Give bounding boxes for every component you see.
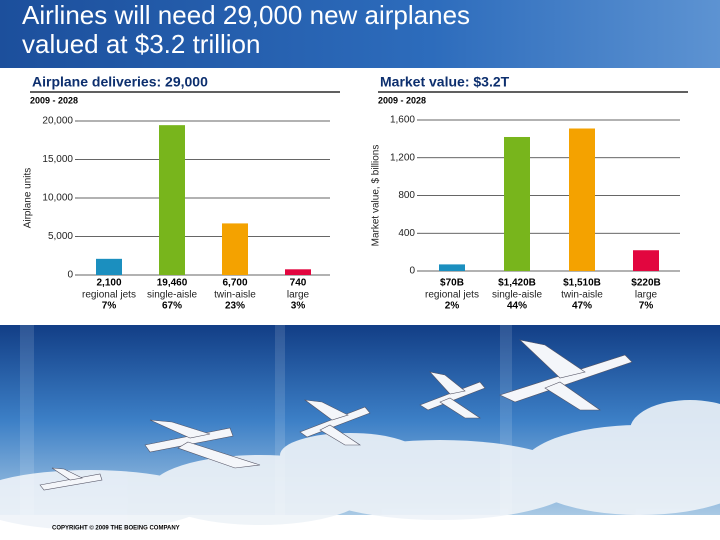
chart-subtitle: 2009 - 2028 [378,95,426,105]
chart-title: Airplane deliveries: 29,000 [32,74,208,90]
share-label: 23% [225,301,245,312]
y-tick-label: 800 [398,190,415,201]
share-label: 47% [572,301,592,312]
y-axis-label: Airplane units [23,168,34,229]
category-label: single-aisle [492,290,542,301]
share-label: 2% [445,301,460,312]
y-tick-label: 400 [398,228,415,239]
bar [159,125,185,276]
slide-title: valued at $3.2 trillion [22,29,260,59]
share-label: 67% [162,301,182,312]
y-axis-label: Market value, $ billions [371,145,382,247]
bar [285,269,311,275]
bar [569,128,595,271]
share-label: 7% [639,301,654,312]
value-label: 2,100 [96,278,121,289]
category-label: large [635,290,658,301]
value-label: $1,420B [498,278,536,289]
y-tick-label: 5,000 [48,231,73,242]
slide-title: Airlines will need 29,000 new airplanes [22,0,470,30]
header-band [0,0,720,68]
y-tick-label: 15,000 [42,154,73,165]
category-label: twin-aisle [561,290,603,301]
chart-title: Market value: $3.2T [380,74,510,90]
y-tick-label: 0 [67,270,73,281]
value-label: 19,460 [157,278,188,289]
value-label: $1,510B [563,278,601,289]
bar [439,264,465,271]
category-label: twin-aisle [214,290,256,301]
y-tick-label: 20,000 [42,116,73,127]
category-label: large [287,290,310,301]
bar [504,136,530,271]
value-label: 6,700 [222,278,247,289]
share-label: 7% [102,301,117,312]
bar [222,223,248,275]
photo [0,325,720,530]
y-tick-label: 1,600 [390,115,415,126]
bar [633,250,659,271]
share-label: 3% [291,301,306,312]
y-tick-label: 10,000 [42,193,73,204]
y-tick-label: 0 [409,266,415,277]
copyright: COPYRIGHT © 2009 THE BOEING COMPANY [52,525,180,532]
y-tick-label: 1,200 [390,152,415,163]
share-label: 44% [507,301,527,312]
category-label: regional jets [82,290,136,301]
category-label: regional jets [425,290,479,301]
value-label: $70B [440,278,464,289]
value-label: $220B [631,278,660,289]
chart-subtitle: 2009 - 2028 [30,95,78,105]
bar [96,258,122,275]
value-label: 740 [290,278,307,289]
category-label: single-aisle [147,290,197,301]
